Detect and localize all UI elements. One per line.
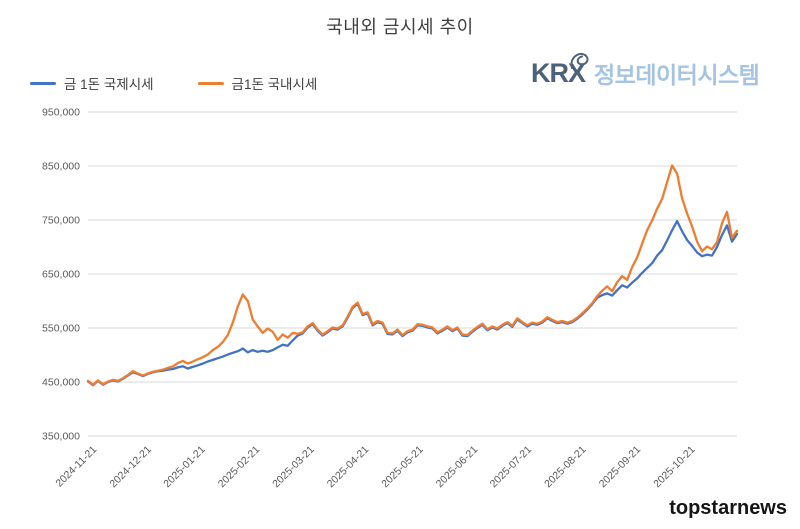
y-axis-tick-label: 450,000 [42,377,80,389]
series-line-domestic [86,164,739,386]
x-axis-tick-label: 2025-08-21 [542,444,589,491]
x-axis-tick-label: 2025-05-21 [379,444,426,491]
international-line-swatch [30,81,56,85]
x-axis-tick-label: 2025-04-21 [325,444,372,491]
krx-brand-text: KRX [531,52,589,87]
y-axis-tick-label: 650,000 [42,269,80,281]
legend-item-domestic: 금1돈 국내시세 [197,73,318,93]
y-axis-tick-label: 350,000 [42,431,80,443]
x-axis-tick-label: 2025-10-21 [651,444,698,491]
krx-ribbon-loop-icon [570,52,589,69]
x-axis-tick-label: 2025-02-21 [216,444,263,491]
domestic-line-swatch [197,81,224,85]
x-axis-tick-label: 2024-11-21 [53,444,99,490]
watermark-text: topstarnews [669,497,787,519]
x-axis-tick-label: 2025-03-21 [270,444,317,491]
legend-label-international: 금 1돈 국제시세 [64,77,154,92]
legend-label-domestic: 금1돈 국내시세 [231,77,318,92]
chart-legend: 금 1돈 국제시세 금1돈 국내시세 [30,73,317,93]
x-axis-tick-label: 2025-01-21 [161,444,208,491]
legend-item-international: 금 1돈 국제시세 [30,73,154,93]
y-axis-tick-label: 750,000 [42,215,80,227]
y-axis-tick-label: 550,000 [42,323,80,335]
x-axis-tick-label: 2025-07-21 [488,444,535,491]
x-axis-tick-label: 2025-06-21 [434,444,481,491]
krx-logo: KRX 정보데이터시스템 [531,52,760,88]
y-axis-tick-label: 950,000 [42,107,80,119]
x-axis-tick-label: 2024-12-21 [107,444,154,491]
y-axis-tick-label: 850,000 [42,161,80,173]
series-line-international [86,219,739,387]
chart-title: 국내외 금시세 추이 [326,17,474,37]
x-axis-tick-label: 2025-09-21 [597,444,644,491]
krx-suffix-text: 정보데이터시스템 [594,61,760,88]
